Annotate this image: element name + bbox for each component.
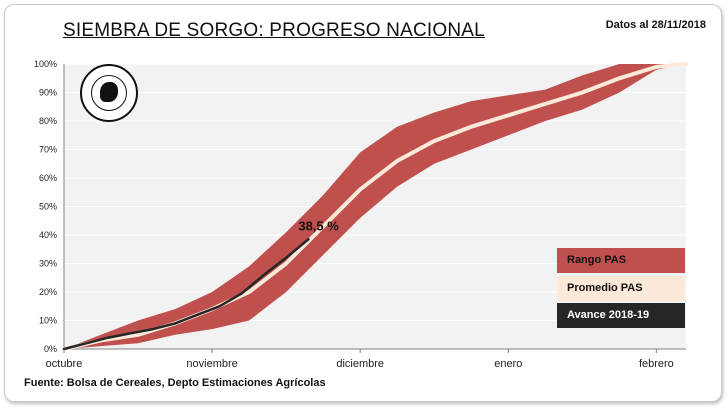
y-tick-label: 40%: [39, 230, 57, 240]
legend-label-avance: Avance 2018-19: [567, 309, 650, 321]
logo: [80, 64, 138, 122]
logo-inner-ring: [91, 75, 127, 111]
x-tick-label: enero: [494, 358, 522, 370]
y-tick-label: 90%: [39, 88, 57, 98]
legend-label-rango-pas: Rango PAS: [567, 254, 627, 266]
y-tick-label: 0%: [44, 344, 57, 354]
y-tick-label: 80%: [39, 116, 57, 126]
y-tick-label: 20%: [39, 287, 57, 297]
x-axis-ticks: octubre noviembre diciembre enero febrero: [46, 349, 674, 370]
annotation-label: 38,5 %: [298, 218, 339, 233]
series-line-avance-2018-19: [62, 238, 310, 351]
legend-item-promedio-pas: Promedio PAS: [557, 276, 685, 301]
legend-label-promedio-pas: Promedio PAS: [567, 282, 643, 294]
y-tick-label: 50%: [39, 202, 57, 212]
legend-item-avance: Avance 2018-19: [557, 303, 685, 328]
data-date-note: Datos al 28/11/2018: [605, 19, 706, 31]
y-tick-label: 30%: [39, 259, 57, 269]
legend-item-rango-pas: Rango PAS: [557, 248, 685, 273]
source-note: Fuente: Bolsa de Cereales, Depto Estimac…: [24, 377, 326, 389]
series-group: [62, 62, 688, 351]
x-tick-label: noviembre: [186, 358, 237, 370]
x-tick-label: diciembre: [336, 358, 384, 370]
y-axis-ticks: 0% 10% 20% 30% 40% 50% 60% 70% 80% 90% 100%: [34, 59, 57, 354]
y-tick-label: 70%: [39, 145, 57, 155]
x-tick-label: febrero: [639, 358, 674, 370]
y-tick-label: 60%: [39, 173, 57, 183]
chart-title: SIEMBRA DE SORGO: PROGRESO NACIONAL: [63, 20, 485, 41]
y-tick-label: 10%: [39, 316, 57, 326]
x-tick-label: octubre: [46, 358, 83, 370]
logo-emblem: [100, 82, 118, 102]
y-tick-label: 100%: [34, 59, 57, 69]
